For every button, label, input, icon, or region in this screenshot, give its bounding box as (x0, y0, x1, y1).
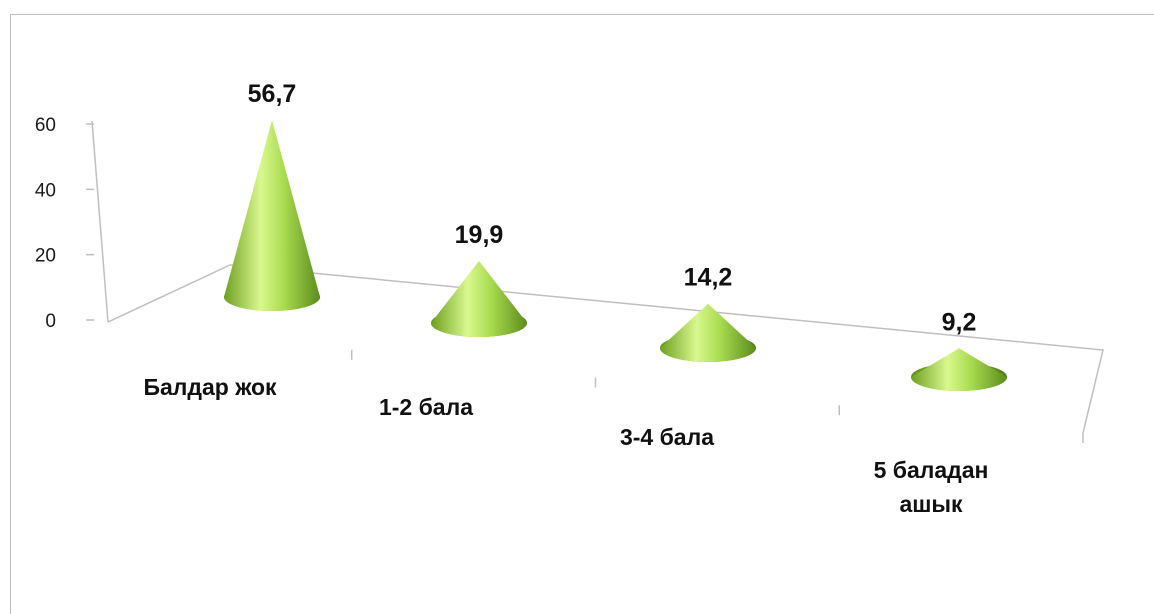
category-label-3: 3-4 бала (620, 424, 714, 450)
floor-outline (107, 264, 1104, 434)
data-label-4: 9,2 (942, 308, 977, 336)
category-label-2: 1-2 бала (379, 394, 473, 420)
data-labels: 56,7 19,9 14,2 9,2 (248, 80, 977, 336)
cone-2 (431, 260, 527, 337)
cone-body (224, 120, 320, 311)
cone-chart: 0 20 40 60 56,7 19,9 14,2 9,2 Балдар жок 1-2 ба… (35, 80, 1104, 517)
cone-body (911, 348, 1007, 391)
chart-frame (10, 14, 1154, 614)
y-tick-label: 60 (35, 115, 56, 136)
data-label-3: 14,2 (684, 264, 733, 292)
y-axis-line (91, 120, 109, 323)
cone-1 (224, 120, 320, 311)
y-axis-ticks: 0 20 40 60 (35, 115, 94, 332)
axes (91, 120, 1104, 443)
cones (224, 120, 1007, 391)
cone-body (660, 303, 756, 362)
cone-body (431, 260, 527, 337)
data-label-1: 56,7 (248, 80, 297, 108)
cone-3 (660, 303, 756, 362)
category-label-4: 5 баладан ашык (874, 457, 989, 517)
category-labels: Балдар жок 1-2 бала 3-4 бала 5 баладан ашык (143, 374, 988, 517)
y-tick-label: 0 (45, 311, 56, 332)
y-tick-label: 40 (35, 180, 56, 201)
cone-4 (911, 348, 1007, 391)
category-label-1: Балдар жок (143, 374, 277, 400)
data-label-2: 19,9 (455, 221, 504, 249)
y-tick-label: 20 (35, 246, 56, 267)
